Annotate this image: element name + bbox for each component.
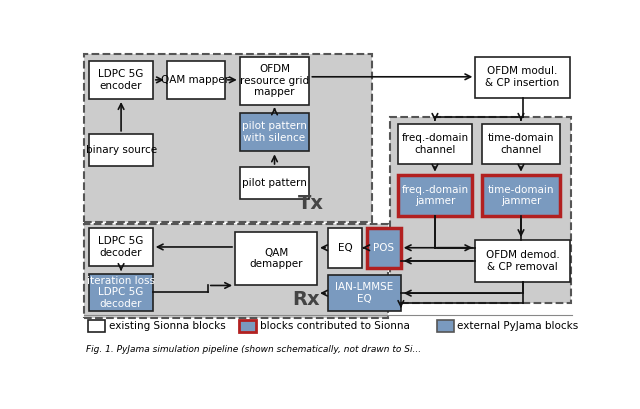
Bar (239, 167, 309, 199)
Text: EQ: EQ (338, 243, 353, 253)
Bar (239, 320, 256, 333)
Bar (84, 224, 388, 318)
Bar (476, 240, 570, 282)
Bar (88, 320, 105, 333)
Bar (239, 113, 309, 151)
Text: freq.-domain
jammer: freq.-domain jammer (401, 184, 468, 206)
Bar (90, 61, 153, 99)
Bar (90, 274, 153, 311)
Text: QAM mapper: QAM mapper (161, 75, 230, 85)
Text: POS: POS (373, 243, 394, 253)
Text: freq.-domain
channel: freq.-domain channel (401, 133, 468, 155)
Text: iteration loss
LDPC 5G
decoder: iteration loss LDPC 5G decoder (87, 276, 155, 309)
Text: OFDM
resource grid
mapper: OFDM resource grid mapper (240, 64, 309, 97)
Bar (436, 320, 454, 333)
Text: pilot pattern: pilot pattern (242, 178, 307, 188)
Text: IAN-LMMSE
EQ: IAN-LMMSE EQ (335, 282, 394, 304)
Bar (328, 275, 401, 311)
Text: blocks contributed to Sionna: blocks contributed to Sionna (260, 321, 410, 331)
Text: QAM
demapper: QAM demapper (250, 248, 303, 269)
Text: pilot pattern
with silence: pilot pattern with silence (242, 121, 307, 143)
Text: time-domain
jammer: time-domain jammer (488, 184, 554, 206)
Bar (167, 61, 225, 99)
Bar (90, 134, 153, 166)
Text: Tx: Tx (298, 193, 324, 213)
Text: time-domain
channel: time-domain channel (488, 133, 554, 155)
Bar (90, 228, 153, 266)
Text: binary source: binary source (86, 145, 157, 155)
Text: Rx: Rx (292, 290, 320, 309)
Text: OFDM modul.
& CP insertion: OFDM modul. & CP insertion (485, 66, 559, 88)
Bar (390, 117, 572, 303)
Text: external PyJama blocks: external PyJama blocks (458, 321, 579, 331)
Bar (482, 175, 560, 216)
Bar (397, 124, 472, 164)
Bar (482, 124, 560, 164)
Bar (328, 228, 362, 268)
Text: OFDM demod.
& CP removal: OFDM demod. & CP removal (486, 250, 559, 272)
Text: Fig. 1. PyJama simulation pipeline (shown schematically, not drawn to Si...: Fig. 1. PyJama simulation pipeline (show… (86, 345, 421, 354)
Bar (476, 57, 570, 98)
Bar (84, 54, 372, 222)
Bar (397, 175, 472, 216)
Text: LDPC 5G
encoder: LDPC 5G encoder (99, 69, 144, 91)
Text: LDPC 5G
decoder: LDPC 5G decoder (99, 236, 144, 258)
Bar (235, 231, 317, 285)
Bar (367, 228, 401, 268)
Text: existing Sionna blocks: existing Sionna blocks (109, 321, 225, 331)
Bar (239, 57, 309, 105)
